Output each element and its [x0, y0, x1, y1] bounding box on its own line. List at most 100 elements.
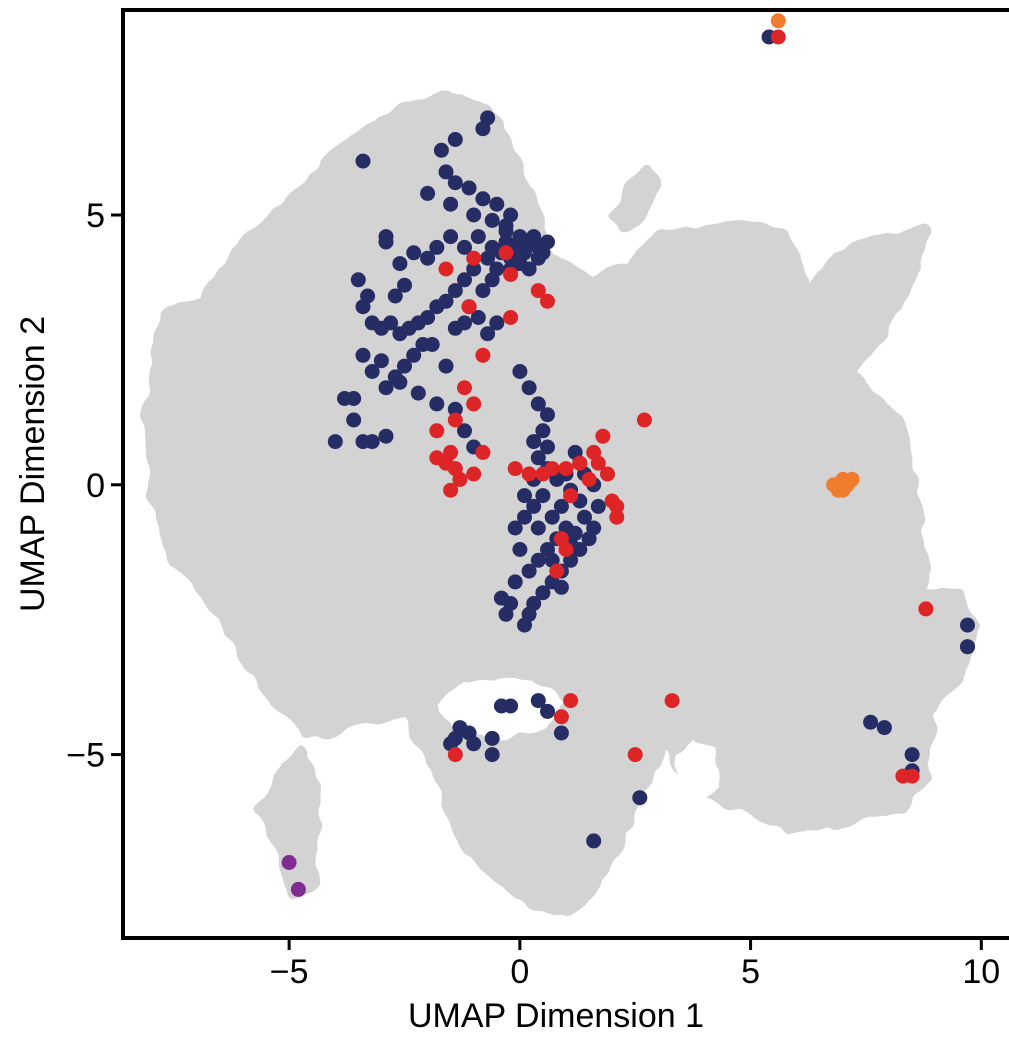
point-s0-42 — [429, 299, 445, 315]
point-s0-39 — [457, 272, 472, 288]
point-s1-8 — [475, 347, 491, 363]
point-s1-21 — [507, 461, 523, 477]
point-s1-35 — [563, 488, 579, 504]
point-s0-154 — [553, 725, 569, 741]
point-s0-93 — [521, 380, 537, 396]
point-s0-133 — [507, 520, 523, 536]
point-s3-0 — [281, 855, 297, 870]
point-s1-26 — [572, 455, 588, 471]
point-s0-80 — [346, 412, 362, 428]
point-s0-53 — [397, 277, 412, 293]
point-s0-111 — [577, 509, 592, 525]
tick-marks — [111, 213, 983, 950]
point-s0-157 — [632, 790, 648, 806]
point-s0-70 — [378, 380, 394, 396]
point-s2-5 — [844, 471, 860, 487]
point-s0-152 — [530, 693, 546, 709]
point-s0-74 — [447, 401, 463, 417]
point-s0-77 — [378, 428, 394, 444]
point-s0-106 — [544, 509, 560, 525]
point-s0-155 — [484, 747, 500, 763]
point-s0-82 — [438, 358, 454, 374]
point-s0-113 — [581, 531, 597, 547]
x-tick-label-1: 0 — [510, 953, 529, 991]
point-s1-7 — [540, 293, 555, 309]
point-s0-12 — [443, 196, 459, 212]
point-s1-47 — [904, 768, 920, 784]
point-s0-60 — [484, 272, 500, 288]
point-s0-132 — [512, 542, 528, 557]
point-s1-12 — [447, 412, 463, 428]
point-s0-32 — [429, 239, 445, 255]
point-s0-90 — [535, 245, 551, 261]
point-s1-24 — [544, 461, 560, 477]
point-s1-45 — [918, 601, 934, 617]
highlighted-points — [281, 13, 975, 897]
point-s1-20 — [443, 482, 459, 498]
point-s0-134 — [517, 488, 532, 504]
point-s0-99 — [530, 450, 546, 466]
point-s0-2 — [447, 132, 463, 147]
point-s1-5 — [503, 310, 519, 325]
point-s1-29 — [590, 455, 606, 471]
point-s1-30 — [581, 471, 597, 487]
point-s0-51 — [350, 272, 366, 288]
point-s0-14 — [484, 212, 500, 228]
axes — [121, 8, 1009, 940]
point-s1-28 — [595, 428, 611, 444]
point-s1-6 — [530, 283, 546, 299]
point-s0-81 — [327, 434, 343, 450]
point-s0-34 — [406, 245, 422, 261]
point-s1-33 — [609, 498, 625, 514]
y-tick-label-1: 0 — [86, 467, 105, 505]
point-s1-2 — [498, 245, 514, 261]
x-tick-label-0: −5 — [270, 953, 309, 991]
point-s0-11 — [420, 185, 436, 201]
point-s0-67 — [355, 347, 371, 363]
point-s2-0 — [770, 13, 786, 29]
point-s1-16 — [443, 444, 459, 460]
point-s1-43 — [627, 747, 643, 763]
background-region-2 — [254, 747, 324, 902]
point-s0-103 — [526, 498, 542, 514]
point-s3-1 — [290, 881, 306, 897]
point-s1-11 — [429, 423, 445, 439]
point-s1-41 — [553, 709, 569, 725]
point-s0-92 — [512, 364, 528, 379]
point-s0-56 — [470, 310, 486, 325]
point-s0-156 — [586, 833, 602, 849]
point-s0-52 — [360, 288, 376, 304]
x-tick-label-2: 5 — [741, 953, 760, 991]
point-s0-13 — [466, 207, 482, 223]
point-s1-0 — [438, 261, 454, 277]
point-s0-102 — [535, 488, 551, 504]
point-s0-57 — [480, 326, 496, 342]
point-s0-158 — [863, 714, 879, 730]
point-s0-127 — [530, 552, 546, 568]
point-s0-98 — [540, 439, 555, 455]
point-s0-89 — [526, 229, 542, 245]
point-s1-19 — [475, 444, 491, 460]
point-s0-97 — [526, 434, 542, 450]
point-s1-38 — [549, 563, 565, 579]
point-s0-79 — [355, 434, 371, 450]
point-s1-4 — [461, 299, 477, 315]
point-s0-59 — [475, 283, 491, 299]
point-s1-31 — [600, 466, 615, 482]
point-s0-27 — [480, 250, 496, 266]
point-s0-96 — [535, 423, 551, 439]
background-region-1 — [609, 164, 661, 233]
point-s0-40 — [447, 283, 463, 299]
point-s0-1 — [433, 142, 449, 158]
point-s1-37 — [558, 542, 574, 557]
point-s1-48 — [770, 29, 786, 45]
point-s1-1 — [466, 250, 482, 266]
point-s0-46 — [392, 326, 408, 342]
point-s0-149 — [484, 730, 500, 746]
point-s0-63 — [397, 358, 412, 374]
point-s0-65 — [373, 353, 389, 369]
point-s1-10 — [457, 380, 472, 396]
point-s0-38 — [466, 261, 482, 277]
point-s0-20 — [470, 229, 486, 245]
point-s0-73 — [429, 396, 445, 412]
